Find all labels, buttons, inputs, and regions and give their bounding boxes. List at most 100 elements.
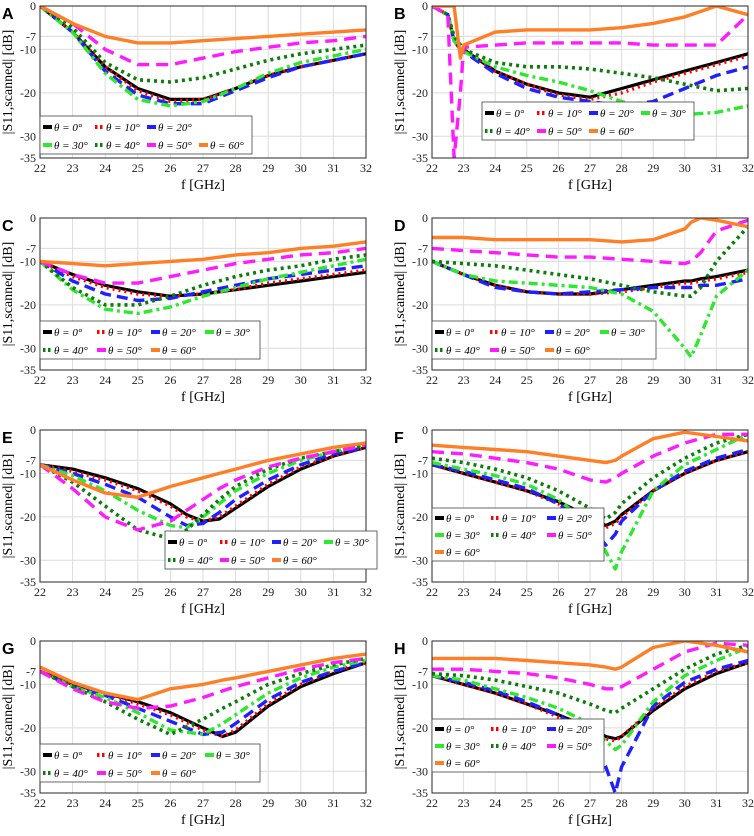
y-tick-label: -7	[418, 664, 428, 678]
x-tick-label: 27	[197, 585, 209, 599]
legend-item: θ = 60°	[199, 140, 244, 152]
series-line-theta-60	[432, 6, 748, 60]
y-tick-label: -10	[20, 466, 36, 480]
y-axis-label: |S11,scanned| [dB]	[393, 242, 408, 347]
panel-letter: A	[2, 6, 14, 23]
y-tick-label: -20	[20, 510, 36, 524]
legend-label: θ = 60°	[446, 547, 480, 559]
legend-label: θ = 40°	[179, 555, 213, 567]
x-tick-label: 27	[584, 585, 596, 599]
series-group	[432, 641, 748, 793]
legend-item: θ = 20°	[547, 724, 592, 736]
legend-label: θ = 50°	[108, 768, 142, 780]
x-tick-label: 23	[458, 796, 470, 810]
y-axis-label: |S11,scanned| [dB]	[393, 665, 408, 770]
series-line-theta-60	[432, 641, 748, 671]
y-tick-label: 0	[422, 423, 428, 437]
y-tick-label: -20	[20, 86, 36, 100]
series-line-theta-10	[432, 6, 748, 102]
y-tick-label: -7	[418, 241, 428, 255]
legend-item: θ = 0°	[435, 513, 475, 525]
legend-label: θ = 0°	[446, 724, 475, 736]
x-tick-label: 32	[742, 373, 754, 387]
x-tick-label: 24	[99, 161, 111, 175]
y-tick-label: -35	[20, 786, 36, 800]
x-tick-label: 26	[552, 161, 564, 175]
series-group	[40, 6, 366, 108]
x-tick-label: 31	[710, 796, 722, 810]
y-tick-label: -10	[412, 42, 428, 56]
x-tick-label: 24	[489, 161, 501, 175]
x-tick-label: 25	[521, 796, 533, 810]
axes-frame	[39, 429, 367, 583]
series-group	[40, 441, 366, 541]
legend-item: θ = 60°	[435, 758, 480, 770]
legend-label: θ = 20°	[162, 327, 196, 339]
x-tick-label: 24	[489, 796, 501, 810]
x-tick-label: 29	[262, 373, 274, 387]
x-tick-label: 30	[679, 585, 691, 599]
legend-item: θ = 10°	[491, 724, 536, 736]
legend-label: θ = 60°	[162, 345, 196, 357]
legend: θ = 0° θ = 10° θ = 20° θ = 30° θ = 40° θ = 50…	[431, 718, 605, 773]
legend-label: θ = 30°	[446, 741, 480, 753]
legend-item: θ = 50°	[147, 140, 192, 152]
x-tick-label: 30	[295, 161, 307, 175]
axes-frame	[431, 5, 749, 159]
series-line-theta-40	[432, 432, 748, 521]
legend-item: θ = 30°	[435, 530, 480, 542]
x-tick-label: 29	[647, 796, 659, 810]
y-tick-label: -20	[412, 510, 428, 524]
x-axis-label: f [GHz]	[181, 602, 225, 617]
x-tick-label: 22	[34, 796, 46, 810]
x-tick-label: 23	[67, 585, 79, 599]
legend-label: θ = 40°	[54, 345, 88, 357]
series-line-theta-40	[432, 225, 748, 299]
legend-label: θ = 0°	[446, 327, 475, 339]
series-line-theta-20	[40, 445, 366, 528]
legend-label: θ = 50°	[558, 530, 592, 542]
y-tick-label: -35	[412, 363, 428, 377]
series-line-theta-20	[432, 658, 748, 793]
legend-label: θ = 10°	[548, 108, 582, 120]
series-line-theta-20	[40, 661, 366, 737]
x-tick-label: 26	[164, 796, 176, 810]
y-axis-label: |S11,scanned| [dB]	[1, 665, 16, 770]
legend-item: θ = 50°	[97, 768, 142, 780]
legend-item: θ = 0°	[485, 108, 525, 120]
y-tick-label: 0	[30, 634, 36, 648]
x-tick-label: 31	[327, 585, 339, 599]
legend-label: θ = 10°	[502, 724, 536, 736]
legend-item: θ = 20°	[272, 537, 317, 549]
panel-letter: F	[394, 430, 404, 447]
y-tick-label: -30	[20, 341, 36, 355]
x-tick-label: 28	[616, 585, 628, 599]
x-axis-label: f [GHz]	[181, 813, 225, 828]
series-line-theta-60	[40, 441, 366, 499]
x-tick-label: 30	[679, 161, 691, 175]
y-tick-label: -10	[412, 466, 428, 480]
x-tick-label: 24	[99, 796, 111, 810]
legend-label: θ = 10°	[108, 327, 142, 339]
y-axis-label: |S11,scanned| [dB]	[1, 30, 16, 135]
legend-item: θ = 40°	[491, 530, 536, 542]
x-axis-label: f [GHz]	[181, 178, 225, 193]
series-line-theta-10	[432, 259, 748, 296]
x-tick-label: 26	[552, 373, 564, 387]
series-line-theta-0	[40, 445, 366, 523]
y-tick-label: 0	[422, 0, 428, 13]
legend-item: θ = 30°	[600, 327, 645, 339]
x-tick-label: 32	[742, 585, 754, 599]
legend-item: θ = 60°	[435, 547, 480, 559]
x-tick-label: 23	[458, 585, 470, 599]
legend-box	[39, 743, 261, 783]
x-tick-label: 32	[360, 161, 372, 175]
panel-letter: C	[2, 218, 14, 235]
x-tick-label: 31	[327, 796, 339, 810]
legend: θ = 0° θ = 10° θ = 20° θ = 30° θ = 40° θ = 50…	[164, 530, 378, 570]
legend-label: θ = 60°	[446, 758, 480, 770]
legend-item: θ = 40°	[43, 345, 88, 357]
panel-f: 22 23 24 25 26 27 28 29 30 31 32 0 -7-10 -20 -30 -35 f […	[393, 423, 754, 617]
legend-label: θ = 30°	[446, 530, 480, 542]
y-tick-label: -30	[20, 129, 36, 143]
